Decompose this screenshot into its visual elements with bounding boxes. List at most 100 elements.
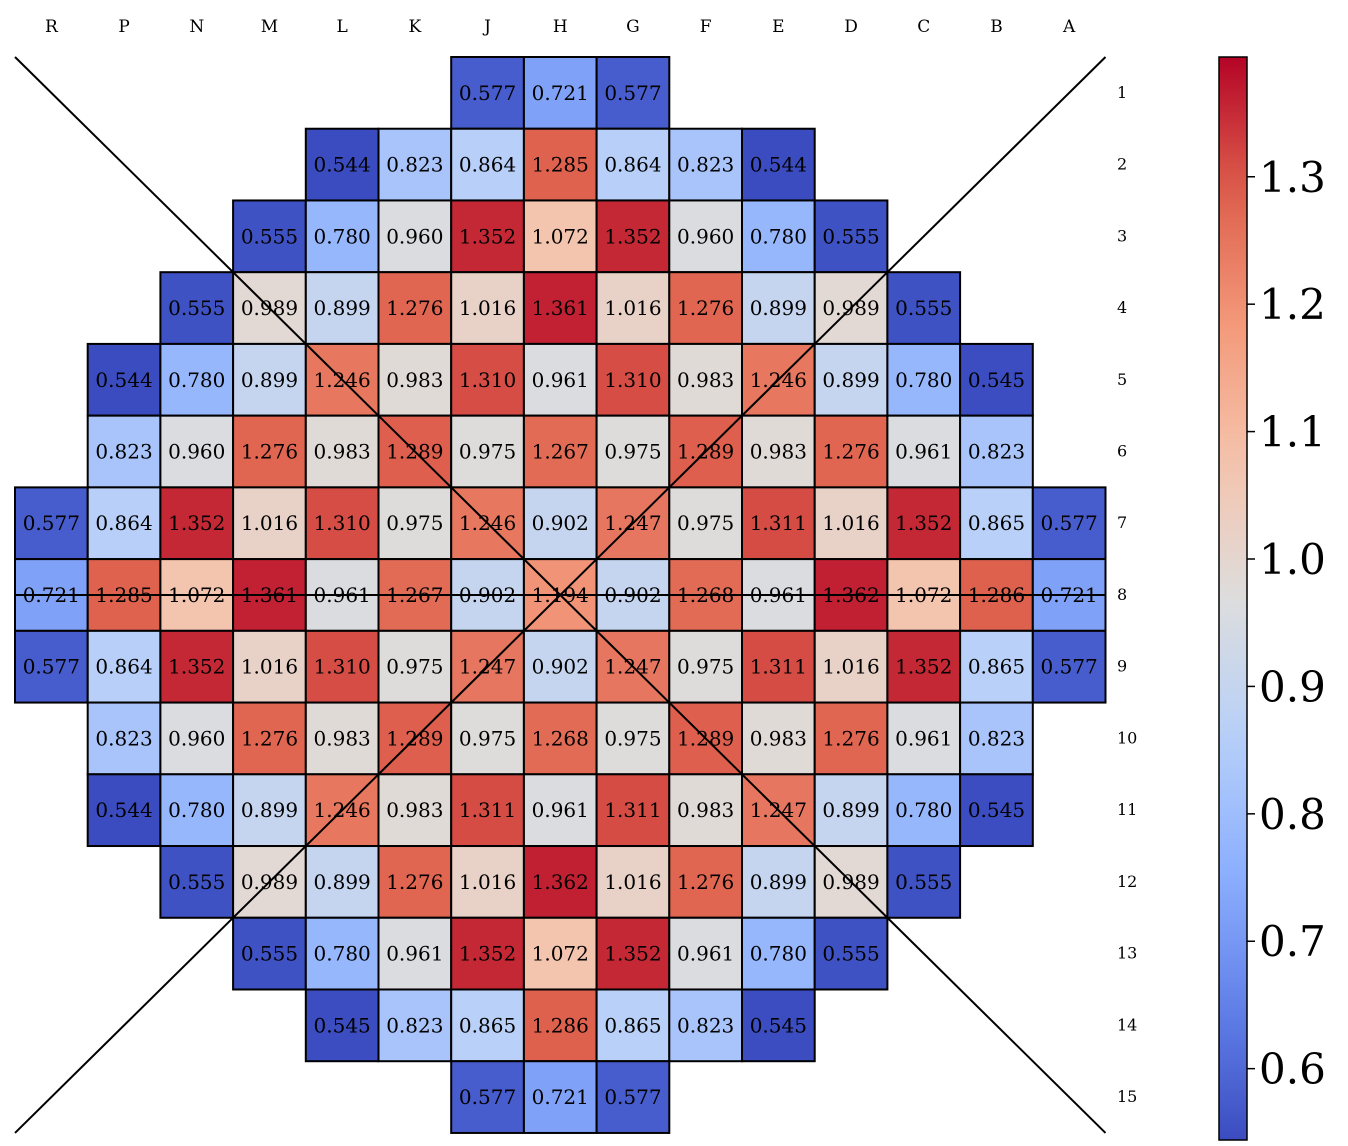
cell-value-label: 0.780 — [750, 942, 807, 966]
cell-value-label: 1.016 — [459, 870, 516, 894]
cell-rect — [886, 701, 962, 776]
column-label: G — [626, 17, 640, 37]
heatmap-cell: 0.865 — [595, 988, 671, 1063]
heatmap-cell: 1.276 — [668, 845, 743, 919]
heatmap-cell: 0.577 — [1031, 486, 1107, 561]
colorbar-ticks: 0.6 0.7 0.8 0.9 1.0 1.1 1.2 1.3 — [1247, 153, 1326, 1094]
cell-rect — [522, 342, 598, 417]
heatmap-cell: 1.311 — [595, 773, 671, 848]
heatmap-cell: 0.865 — [450, 988, 525, 1063]
heatmap-cell: 0.864 — [86, 486, 162, 561]
heatmap-cell: 1.286 — [522, 988, 598, 1063]
heatmap-cell: 1.352 — [595, 916, 671, 991]
cell-value-label: 1.352 — [895, 511, 952, 535]
heatmap-cell: 1.352 — [450, 199, 525, 274]
heatmap-cell: 0.823 — [86, 414, 162, 489]
cell-rect — [159, 773, 235, 848]
heatmap-cell: 1.352 — [886, 629, 962, 704]
cell-value-label: 1.352 — [604, 224, 661, 248]
heatmap-cell: 0.961 — [886, 414, 962, 489]
cell-value-label: 1.311 — [750, 655, 807, 679]
heatmap-cell: 0.780 — [886, 342, 962, 417]
heatmap-cell: 0.555 — [232, 199, 307, 274]
colorbar-tick-label: 0.8 — [1259, 790, 1326, 839]
cell-rect — [232, 414, 307, 489]
heatmap-cell: 0.865 — [959, 629, 1034, 704]
heatmap-cell: 0.899 — [304, 845, 380, 919]
row-label: 5 — [1117, 370, 1127, 389]
cell-rect — [668, 342, 743, 417]
cell-value-label: 0.961 — [895, 726, 952, 750]
cell-value-label: 0.721 — [532, 1085, 589, 1109]
cell-value-label: 0.983 — [750, 440, 807, 464]
cell-value-label: 0.544 — [95, 368, 152, 392]
cell-rect — [886, 629, 962, 704]
cell-rect — [450, 701, 525, 776]
cell-rect — [668, 773, 743, 848]
cell-value-label: 0.545 — [750, 1013, 807, 1037]
cell-rect — [595, 342, 671, 417]
row-label: 13 — [1117, 944, 1137, 963]
heatmap-cell: 0.899 — [304, 271, 380, 345]
heatmap-cell: 0.902 — [522, 486, 598, 561]
cell-value-label: 0.780 — [750, 224, 807, 248]
cell-value-label: 1.352 — [895, 655, 952, 679]
heatmap-cell: 1.352 — [159, 629, 235, 704]
cell-value-label: 1.311 — [750, 511, 807, 535]
heatmap-cell: 1.311 — [450, 773, 525, 848]
row-label: 3 — [1117, 226, 1127, 245]
heatmap-cell: 1.276 — [813, 414, 889, 489]
cell-value-label: 1.016 — [604, 870, 661, 894]
cell-value-label: 1.276 — [386, 870, 443, 894]
heatmap-cell: 1.072 — [522, 199, 598, 274]
cell-rect — [522, 629, 598, 704]
cell-value-label: 0.975 — [604, 726, 661, 750]
cell-value-label: 0.983 — [750, 726, 807, 750]
cell-rect — [377, 342, 453, 417]
cell-value-label: 0.544 — [314, 153, 371, 177]
cell-rect — [813, 916, 889, 991]
cell-value-label: 0.899 — [314, 296, 371, 320]
cell-value-label: 0.555 — [241, 942, 298, 966]
heatmap-cell: 0.545 — [959, 342, 1034, 417]
cell-rect — [450, 199, 525, 274]
cell-value-label: 1.276 — [677, 296, 734, 320]
cell-value-label: 0.975 — [459, 726, 516, 750]
heatmap-cell: 0.823 — [959, 701, 1034, 776]
colorbar-tick-label: 0.6 — [1259, 1045, 1326, 1094]
heatmap-cell: 0.577 — [450, 56, 525, 130]
row-label: 9 — [1117, 657, 1127, 676]
symmetry-lines — [14, 56, 1107, 1134]
cell-value-label: 1.016 — [241, 511, 298, 535]
cell-rect — [232, 342, 307, 417]
heatmap-cell: 1.016 — [595, 845, 671, 919]
heatmap-cell: 0.864 — [595, 127, 671, 202]
cell-value-label: 1.286 — [532, 1013, 589, 1037]
cell-value-label: 1.016 — [459, 296, 516, 320]
cell-rect — [522, 486, 598, 561]
heatmap-cell: 1.016 — [595, 271, 671, 345]
heatmap-cell: 0.960 — [668, 199, 743, 274]
cell-rect — [741, 199, 816, 274]
cell-value-label: 0.823 — [386, 153, 443, 177]
cell-value-label: 0.902 — [532, 511, 589, 535]
cell-rect — [159, 701, 235, 776]
heatmap-cell: 1.276 — [232, 701, 307, 776]
cell-value-label: 0.960 — [386, 224, 443, 248]
heatmap-cell: 0.961 — [522, 773, 598, 848]
cell-rect — [159, 845, 235, 919]
heatmap-cell: 0.544 — [86, 773, 162, 848]
heatmap-cell: 0.975 — [377, 486, 453, 561]
cell-value-label: 0.555 — [241, 224, 298, 248]
heatmap-cell: 0.983 — [377, 342, 453, 417]
heatmap-cell: 0.555 — [159, 271, 235, 345]
heatmap-cell: 1.310 — [304, 629, 380, 704]
cell-value-label: 0.865 — [968, 655, 1025, 679]
heatmap-cell: 0.975 — [450, 701, 525, 776]
cell-value-label: 0.899 — [241, 798, 298, 822]
heatmap-cell: 0.823 — [86, 701, 162, 776]
row-label: 8 — [1117, 585, 1127, 604]
heatmap-cell: 1.072 — [522, 916, 598, 991]
cell-value-label: 0.577 — [604, 81, 661, 105]
